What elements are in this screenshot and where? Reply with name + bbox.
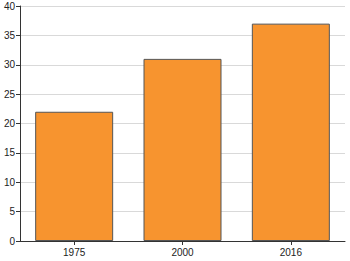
svg-text:25: 25: [4, 89, 16, 100]
svg-text:20: 20: [4, 118, 16, 129]
svg-text:2016: 2016: [280, 247, 303, 258]
svg-text:0: 0: [9, 236, 15, 247]
svg-text:1975: 1975: [63, 247, 86, 258]
svg-text:35: 35: [4, 30, 16, 41]
svg-text:15: 15: [4, 147, 16, 158]
svg-text:40: 40: [4, 1, 16, 12]
svg-text:30: 30: [4, 59, 16, 70]
svg-text:10: 10: [4, 177, 16, 188]
svg-text:2000: 2000: [171, 247, 194, 258]
svg-text:5: 5: [9, 206, 15, 217]
